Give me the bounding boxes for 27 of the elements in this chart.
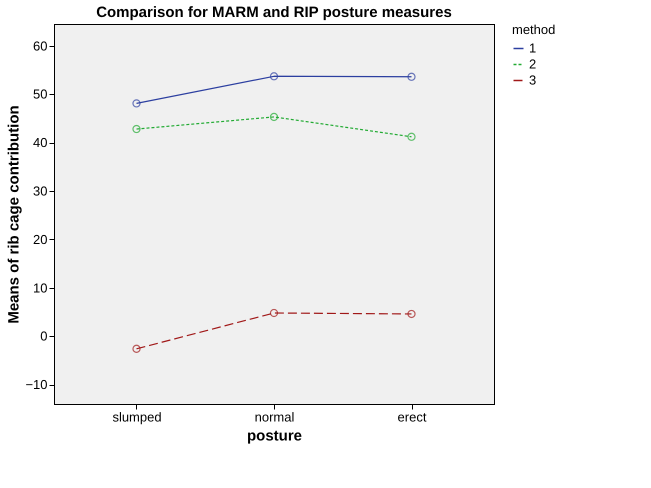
y-tick-label: 40 (33, 135, 48, 150)
y-tick-label: −10 (25, 377, 48, 392)
point (270, 308, 278, 318)
x-tick-label: normal (254, 410, 294, 424)
y-tick-label: 50 (33, 86, 48, 102)
legend-label: 2 (529, 56, 536, 72)
x-tick-label: slumped (112, 410, 162, 424)
y-tick-label: 60 (33, 38, 48, 54)
legend-title: method (512, 22, 556, 37)
legend-label: 3 (529, 72, 536, 88)
point (407, 132, 416, 141)
chart-title: Comparison for MARM and RIP posture measures (96, 4, 452, 21)
x-tick-label: erect (398, 410, 427, 424)
legend-label: 1 (529, 40, 536, 56)
y-tick-label: 0 (40, 328, 48, 344)
x-axis-title: posture (246, 428, 302, 444)
point (407, 72, 416, 81)
y-tick-label: 20 (33, 232, 48, 247)
point (132, 344, 141, 353)
y-tick-label: 10 (33, 280, 48, 296)
point (132, 124, 141, 134)
y-tick-label: 30 (33, 184, 48, 199)
point (270, 112, 278, 122)
y-axis-title: Means of rib cage contribution (5, 105, 22, 324)
point (132, 99, 141, 108)
point (270, 72, 278, 80)
point (407, 310, 416, 318)
